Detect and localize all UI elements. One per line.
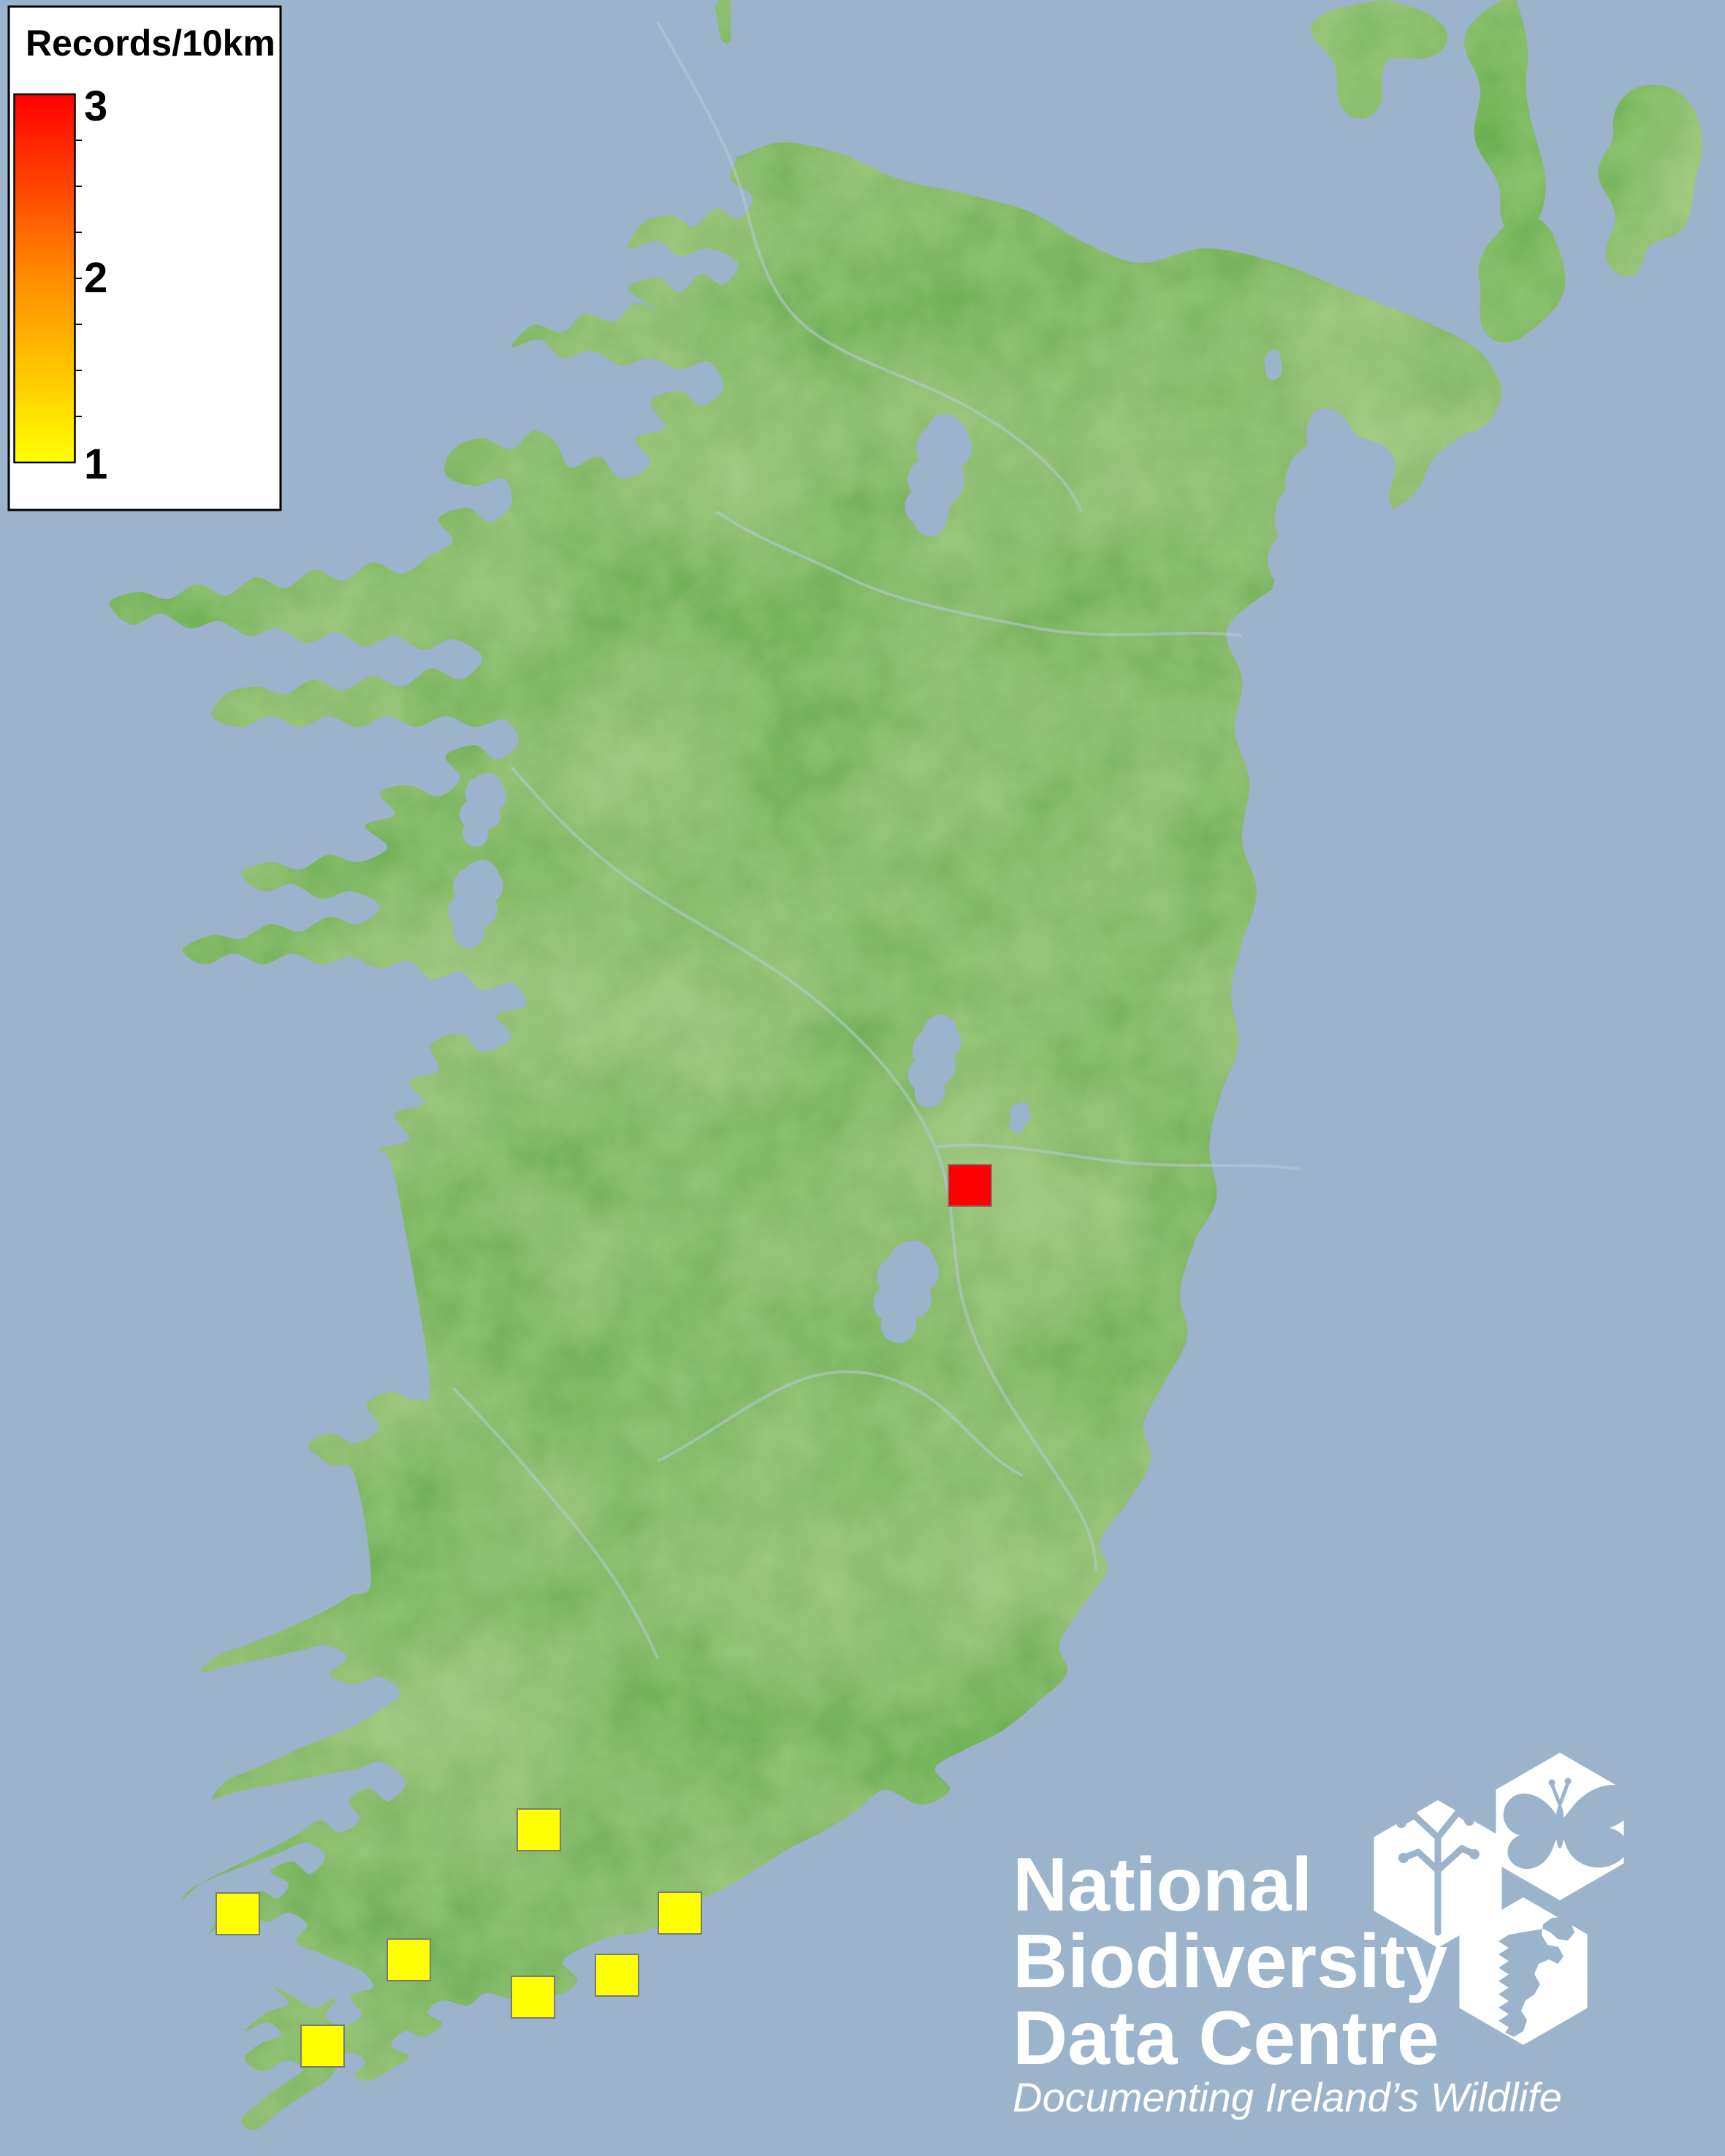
svg-text:National: National (1013, 1843, 1312, 1927)
svg-text:Documenting Ireland’s Wildlife: Documenting Ireland’s Wildlife (1013, 2074, 1562, 2120)
svg-text:Biodiversity: Biodiversity (1013, 1919, 1447, 2004)
svg-text:3: 3 (84, 83, 107, 130)
svg-text:1: 1 (84, 441, 107, 488)
svg-text:Records/10km: Records/10km (26, 23, 275, 64)
svg-text:2: 2 (84, 254, 107, 302)
svg-text:Data Centre: Data Centre (1013, 1996, 1439, 2081)
